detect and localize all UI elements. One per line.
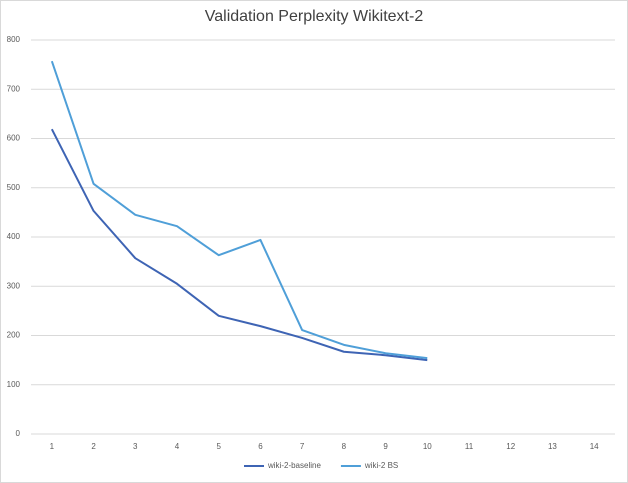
y-tick-label: 800 — [7, 35, 21, 44]
series-line — [50, 128, 428, 362]
x-tick-label: 13 — [548, 442, 557, 451]
y-tick-label: 700 — [7, 84, 21, 93]
legend-label: wiki-2 BS — [364, 461, 398, 470]
x-tick-label: 3 — [133, 442, 138, 451]
x-tick-label: 2 — [91, 442, 96, 451]
y-tick-label: 0 — [16, 429, 21, 438]
y-tick-label: 400 — [7, 232, 21, 241]
y-tick-label: 200 — [7, 331, 21, 340]
x-tick-label: 1 — [50, 442, 55, 451]
x-tick-label: 7 — [300, 442, 305, 451]
x-tick-label: 5 — [216, 442, 221, 451]
y-tick-label: 300 — [7, 281, 21, 290]
y-tick-label: 500 — [7, 183, 21, 192]
y-tick-label: 100 — [7, 380, 21, 389]
x-tick-label: 11 — [465, 442, 474, 451]
legend-label: wiki-2-baseline — [267, 461, 321, 470]
x-tick-label: 9 — [383, 442, 388, 451]
x-tick-label: 14 — [590, 442, 599, 451]
x-tick-label: 6 — [258, 442, 263, 451]
chart-title: Validation Perplexity Wikitext-2 — [205, 8, 424, 25]
y-tick-label: 600 — [7, 134, 21, 143]
series-line — [50, 60, 428, 360]
x-tick-label: 10 — [423, 442, 432, 451]
x-tick-label: 12 — [506, 442, 515, 451]
x-tick-label: 8 — [342, 442, 347, 451]
x-tick-label: 4 — [175, 442, 180, 451]
